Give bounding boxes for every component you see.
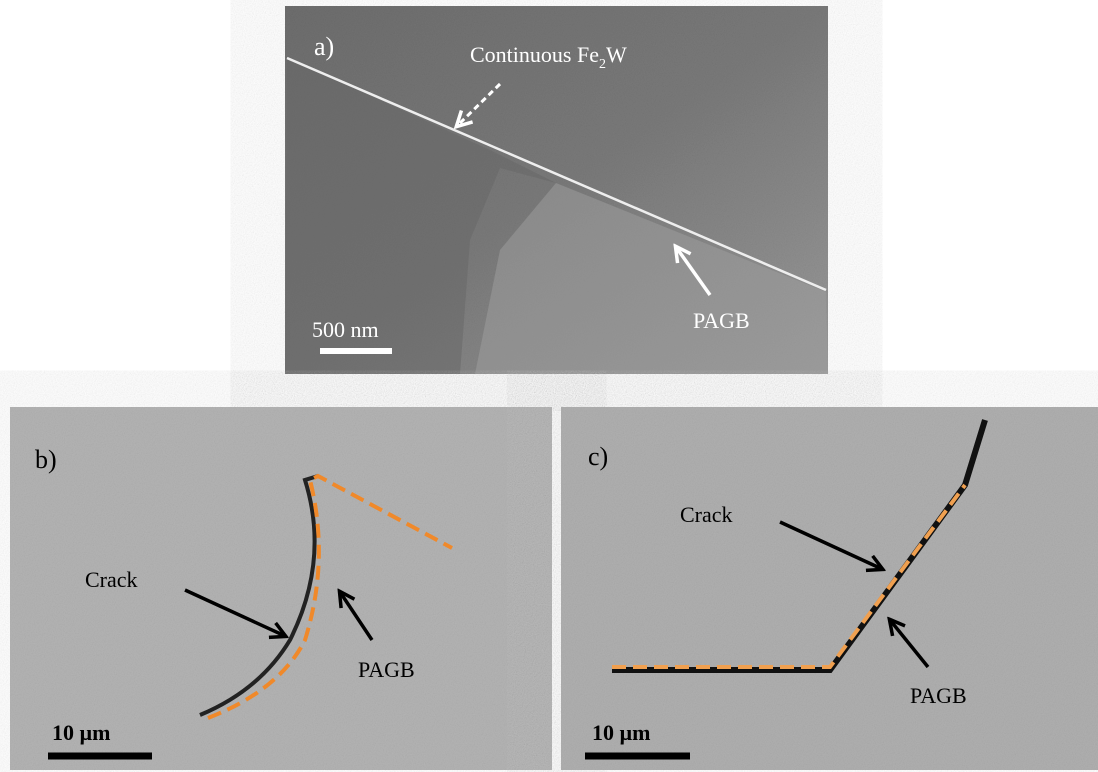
figure: a) Continuous Fe2W PAGB 500 nm b) Crack … (0, 0, 1098, 772)
panel-b: b) Crack PAGB 10 µm (10, 407, 552, 770)
annotation: PAGB (693, 308, 750, 333)
panel-label: a) (314, 32, 334, 61)
panel-label: b) (35, 445, 57, 474)
micrograph (561, 407, 1098, 770)
panel-label: c) (588, 442, 608, 471)
annotation: PAGB (910, 683, 967, 708)
scale-bar-label: 10 µm (52, 720, 111, 745)
annotation-text: Continuous Fe (470, 42, 599, 67)
panel-c: c) Crack PAGB 10 µm (561, 407, 1098, 770)
annotation: PAGB (358, 657, 415, 682)
panel-a: a) Continuous Fe2W PAGB 500 nm (285, 6, 828, 374)
annotation-text: W (606, 42, 627, 67)
annotation: Crack (85, 567, 138, 592)
annotation-subscript: 2 (599, 57, 606, 72)
annotation: Crack (680, 502, 733, 527)
scale-bar-label: 10 µm (592, 720, 651, 745)
scale-bar-label: 500 nm (312, 317, 379, 342)
